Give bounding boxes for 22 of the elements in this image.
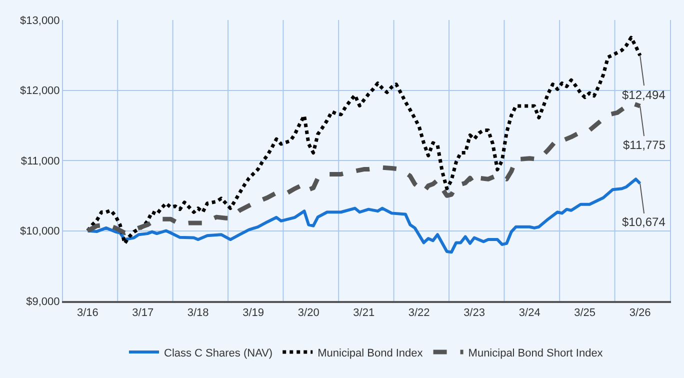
y-tick-label: $9,000 [26,296,60,308]
legend-label: Municipal Bond Index [318,347,424,360]
x-tick-label: 3/21 [353,306,375,319]
x-tick-label: 3/26 [629,306,651,319]
x-tick-label: 3/18 [187,306,209,319]
x-tick-label: 3/17 [132,306,154,319]
x-tick-label: 3/25 [574,306,596,319]
y-tick-label: $10,000 [20,226,60,238]
x-tick-label: 3/24 [518,306,540,319]
x-tick-label: 3/22 [408,306,430,319]
y-tick-label: $13,000 [20,14,60,27]
y-tick-label: $12,000 [20,85,60,98]
x-tick-label: 3/20 [298,306,320,319]
x-tick-label: 3/19 [242,306,264,319]
annotation: $12,494 [622,88,666,102]
x-tick-label: 3/23 [464,306,485,319]
annotation: $10,674 [622,215,666,229]
legend-label: Municipal Bond Short Index [468,347,604,360]
annotation: $11,775 [623,138,666,152]
x-tick-label: 3/16 [76,306,98,319]
y-tick-label: $11,000 [20,155,60,168]
legend-label: Class C Shares (NAV) [164,347,273,360]
